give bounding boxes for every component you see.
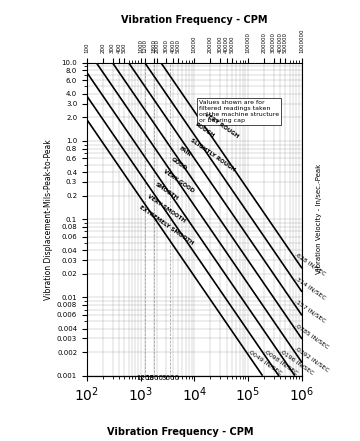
Text: VERY GOOD: VERY GOOD bbox=[162, 169, 194, 194]
Text: .628 IN/SEC: .628 IN/SEC bbox=[293, 251, 326, 277]
Text: VERY ROUGH: VERY ROUGH bbox=[204, 112, 240, 139]
Text: GOOD: GOOD bbox=[170, 157, 188, 172]
X-axis label: Vibration Frequency - CPM: Vibration Frequency - CPM bbox=[121, 15, 267, 25]
Text: Vibration Frequency - CPM: Vibration Frequency - CPM bbox=[107, 426, 253, 437]
Text: .314 IN/SEC: .314 IN/SEC bbox=[293, 275, 326, 300]
Text: VERY SMOOTH: VERY SMOOTH bbox=[147, 194, 186, 224]
Text: .0049 IN/SEC: .0049 IN/SEC bbox=[246, 348, 283, 375]
Text: 1200: 1200 bbox=[136, 375, 154, 381]
Text: Values shown are for
filtered readings taken
on the machine structure
or bearing: Values shown are for filtered readings t… bbox=[198, 100, 279, 123]
Text: 1800: 1800 bbox=[145, 375, 163, 381]
Text: 3600: 3600 bbox=[161, 375, 179, 381]
Text: FAIR: FAIR bbox=[178, 146, 192, 157]
Text: .157 IN/SEC: .157 IN/SEC bbox=[293, 299, 326, 324]
Y-axis label: Vibration Displacement-Mils-Peak-to-Peak: Vibration Displacement-Mils-Peak-to-Peak bbox=[44, 139, 53, 299]
Text: SLIGHTLY ROUGH: SLIGHTLY ROUGH bbox=[189, 138, 236, 172]
Text: .0196 IN/SEC: .0196 IN/SEC bbox=[279, 348, 315, 375]
Text: Vibration Velocity - In/sec.-Peak: Vibration Velocity - In/sec.-Peak bbox=[316, 164, 322, 274]
Text: EXTREMELY SMOOTH: EXTREMELY SMOOTH bbox=[138, 205, 194, 246]
Text: SMOOTH: SMOOTH bbox=[154, 181, 179, 201]
Text: .0785 IN/SEC: .0785 IN/SEC bbox=[293, 322, 329, 349]
Text: .0392 IN/SEC: .0392 IN/SEC bbox=[293, 346, 329, 373]
Text: ROUGH: ROUGH bbox=[194, 122, 216, 139]
Text: .0098 IN/SEC: .0098 IN/SEC bbox=[262, 348, 298, 375]
